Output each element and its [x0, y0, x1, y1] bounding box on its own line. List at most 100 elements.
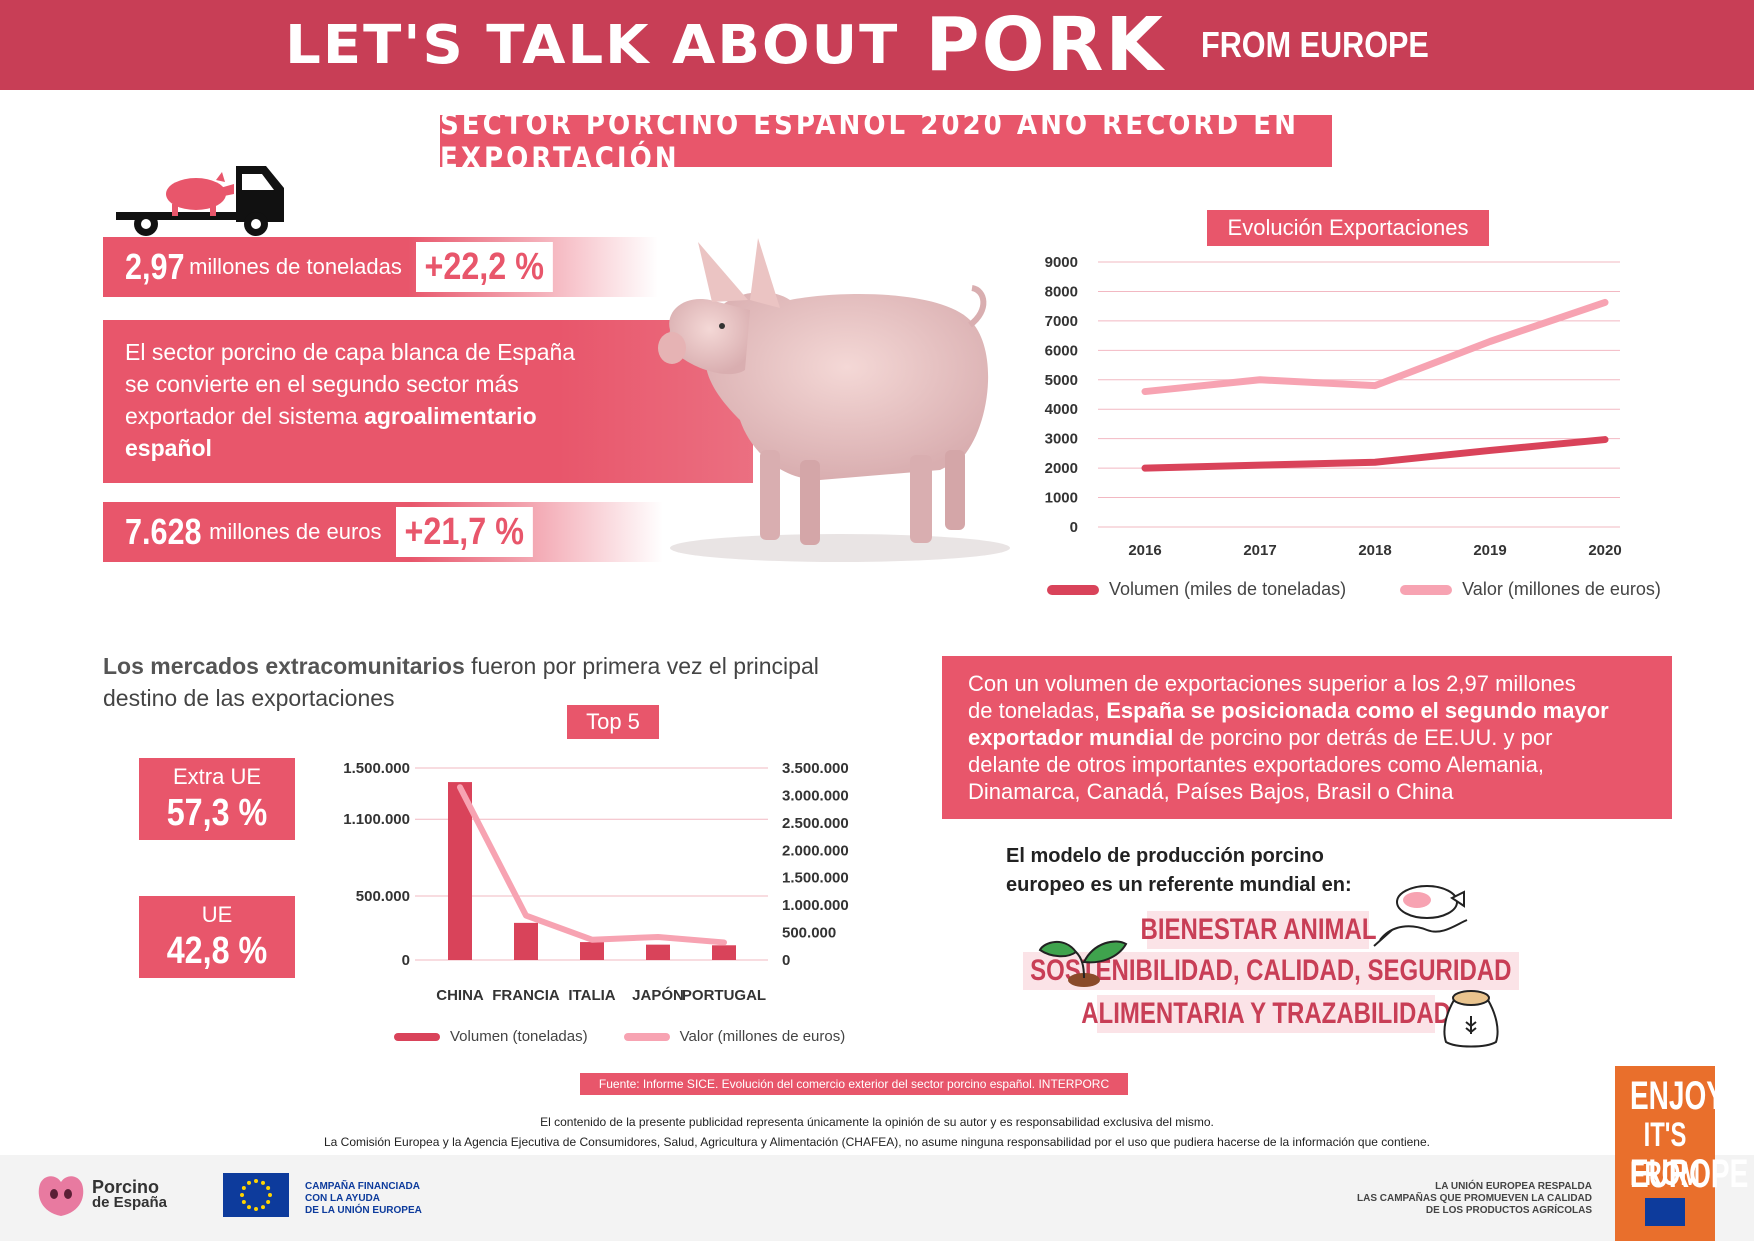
y-tick-label: 1000 [1045, 490, 1078, 507]
legend-label-value: Valor (millones de euros) [679, 1028, 846, 1045]
y-right-tick-label: 3.000.000 [782, 787, 849, 804]
legend-swatch-volume [394, 1032, 440, 1041]
description-line: exportador del sistema [125, 403, 365, 429]
x-tick-label: JAPÓN [632, 986, 684, 1004]
pillar-label: SOSTENIBILIDAD, CALIDAD, SEGURIDAD [1030, 954, 1512, 987]
description-line: El sector porcino de capa blanca de Espa… [125, 339, 576, 365]
eu-star [241, 1186, 246, 1190]
animal-welfare-icon [1373, 885, 1468, 947]
header-banner [0, 0, 1754, 90]
extra-ue-share: Extra UE 57,3 % [139, 758, 295, 840]
extra-ue-label: Extra UE [172, 764, 262, 789]
footer [0, 1155, 1754, 1241]
y-tick-label: 5000 [1045, 372, 1078, 389]
description-bold: agroalimentario [364, 403, 537, 429]
claim-bold: exportador mundial [968, 725, 1174, 750]
eu-star [261, 1205, 265, 1210]
bar-chart-title: Top 5 [567, 705, 659, 739]
support-line: LAS CAMPAÑAS QUE PROMUEVEN LA CALIDAD [1356, 1193, 1592, 1204]
y-tick-label: 3000 [1045, 431, 1078, 448]
truck-icon [116, 166, 284, 236]
y-tick-label: 9000 [1045, 254, 1078, 271]
campaign-line: CON LA AYUDA [305, 1193, 381, 1204]
grain-sack-icon [1443, 990, 1499, 1048]
pillar-traceability: ALIMENTARIA Y TRAZABILIDAD [1081, 995, 1451, 1033]
x-tick-label: 2018 [1358, 542, 1391, 559]
value-unit: millones de euros [209, 519, 382, 544]
y-left-tick-label: 0 [402, 952, 410, 969]
markets-text: fueron por primera vez el principal [464, 653, 819, 679]
x-tick-label: 2017 [1243, 542, 1276, 559]
top5-bar-chart: 0 500.000 1.100.000 1.500.000 0 500.000 1.000… [343, 760, 849, 1004]
spain-position-claim: Con un volumen de exportaciones superior… [942, 656, 1672, 819]
claim-line: de toneladas, [968, 698, 1107, 723]
bar-chart-legend: Volumen (toneladas) Valor (millones de e… [394, 1028, 845, 1045]
porcino-brand: Porcino de España [92, 1178, 167, 1211]
y-right-tick-label: 2.500.000 [782, 815, 849, 832]
x-tick-label: PORTUGAL [682, 987, 766, 1004]
ue-value: 42,8 % [166, 930, 268, 972]
markets-statement: Los mercados extracomunitarios fueron po… [103, 650, 863, 714]
value-growth: +21,7 % [395, 507, 532, 557]
pillar-label: ALIMENTARIA Y TRAZABILIDAD [1081, 997, 1451, 1030]
eu-star [247, 1205, 251, 1210]
eu-stars [240, 1179, 272, 1211]
volume-growth: +22,2 % [415, 242, 553, 292]
title-part-3: FROM EUROPE [1200, 24, 1429, 65]
enjoy-line: IT'S FROM [1630, 1116, 1701, 1193]
volume-unit: millones de toneladas [189, 254, 402, 279]
support-line: LA UNIÓN EUROPEA RESPALDA [1435, 1181, 1592, 1192]
campaign-line: CAMPAÑA FINANCIADA [305, 1181, 420, 1192]
claim-line: delante de otros importantes exportadore… [968, 752, 1544, 777]
y-right-tick-label: 2.000.000 [782, 842, 849, 859]
y-left-tick-label: 1.500.000 [343, 760, 410, 777]
pillar-label: BIENESTAR ANIMAL [1140, 913, 1376, 946]
volume-bar [514, 922, 538, 960]
eu-flag-icon [223, 1173, 289, 1217]
enjoy-europe-badge: ENJOY IT'S FROM EUROPE [1615, 1066, 1749, 1241]
model-line: El modelo de producción porcino [1006, 845, 1324, 867]
x-tick-label: ITALIA [568, 987, 615, 1004]
ue-label: UE [201, 902, 233, 927]
ue-share: UE 42,8 % [139, 896, 295, 978]
y-tick-label: 7000 [1045, 313, 1078, 330]
eu-campaign-note: CAMPAÑA FINANCIADA CON LA AYUDA DE LA UN… [305, 1181, 422, 1217]
legend-label-value: Valor (millones de euros) [1462, 579, 1661, 599]
enjoy-line: EUROPE [1630, 1152, 1749, 1196]
claim-line: Dinamarca, Canadá, Países Bajos, Brasil … [968, 779, 1454, 804]
y-right-tick-label: 500.000 [782, 925, 836, 942]
extra-ue-value: 57,3 % [166, 792, 268, 834]
value-stat-bar: 7.628 millones de euros +21,7 % [103, 502, 663, 562]
volume-stat-bar: 2,97 millones de toneladas +22,2 % [103, 237, 658, 297]
legend-swatch-value [1400, 584, 1453, 595]
eu-star [268, 1193, 272, 1197]
markets-text: destino de las exportaciones [103, 685, 395, 711]
claim-bold: España se posicionada como el segundo ma… [1106, 698, 1609, 723]
support-line: DE LOS PRODUCTOS AGRÍCOLAS [1425, 1205, 1592, 1216]
y-left-tick-label: 1.100.000 [343, 811, 410, 828]
eu-flag-icon [1645, 1198, 1685, 1226]
volume-bar [580, 942, 604, 960]
eu-star [241, 1200, 246, 1204]
eu-star [266, 1200, 271, 1204]
markets-bold: Los mercados extracomunitarios [103, 653, 465, 679]
sector-description: El sector porcino de capa blanca de Espa… [103, 320, 753, 483]
eu-star [261, 1180, 265, 1185]
exports-line-chart: 0 1000 2000 3000 4000 5000 6000 7000 8000 9000 20… [1045, 254, 1622, 559]
eu-star [254, 1179, 258, 1183]
model-statement: El modelo de producción porcino europeo … [1006, 842, 1406, 900]
eu-star [266, 1186, 271, 1190]
pig-illustration [658, 238, 1010, 562]
y-tick-label: 0 [1070, 519, 1078, 536]
volume-series-line [1141, 436, 1609, 472]
model-line: europeo es un referente mundial en: [1006, 874, 1352, 896]
volume-bar [646, 944, 670, 960]
value-value: 7.628 [125, 511, 202, 552]
volume-value: 2,97 [125, 246, 185, 287]
disclaimer-line: La Comisión Europea y la Agencia Ejecuti… [324, 1135, 1430, 1149]
claim-line: Con un volumen de exportaciones superior… [968, 671, 1576, 696]
y-tick-label: 2000 [1045, 460, 1078, 477]
y-right-tick-label: 0 [782, 952, 790, 969]
disclaimer-line: El contenido de la presente publicidad r… [540, 1115, 1214, 1129]
x-tick-label: FRANCIA [492, 987, 560, 1004]
